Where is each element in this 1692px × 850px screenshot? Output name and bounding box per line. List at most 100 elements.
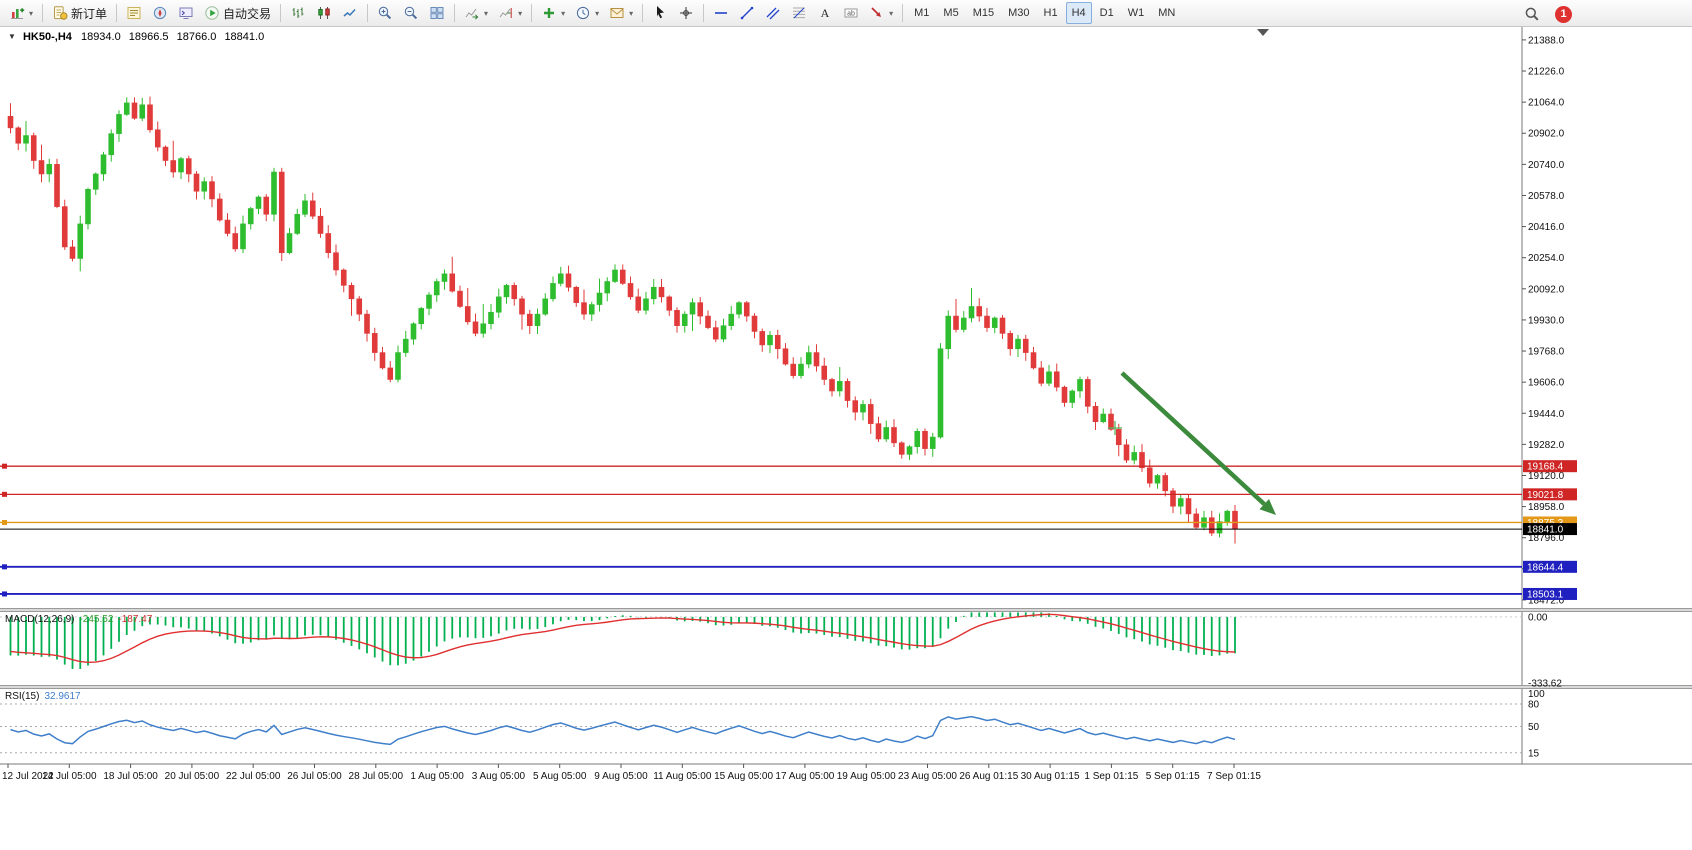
- timeframe-h4-button[interactable]: H4: [1065, 2, 1092, 24]
- zoom-in-button[interactable]: [373, 2, 397, 24]
- candle: [596, 278, 603, 312]
- candle: [751, 313, 758, 339]
- new-order-button[interactable]: 新订单: [48, 2, 111, 24]
- candle: [395, 345, 401, 383]
- chart-window[interactable]: 21388.0 21226.0 21064.0 20902.0 20740.0 20578…: [0, 27, 1692, 850]
- timeframe-h1-button[interactable]: H1: [1038, 2, 1064, 24]
- candle: [457, 285, 463, 309]
- candle: [294, 208, 301, 236]
- resistance-line-1-price-label: 19168.4: [1527, 462, 1564, 473]
- support-line-blue-1-handle[interactable]: [2, 564, 7, 570]
- auto-scroll-icon: [465, 8, 479, 20]
- candle: [1022, 334, 1029, 361]
- candle: [542, 293, 549, 316]
- bars-chart-button[interactable]: [286, 2, 310, 24]
- market-watch-button[interactable]: [122, 2, 146, 24]
- candle: [131, 97, 138, 120]
- trendline-tool-button[interactable]: [735, 2, 759, 24]
- candle: [209, 176, 215, 208]
- candle: [426, 292, 432, 316]
- price-tick-label: 20578.0: [1528, 191, 1565, 202]
- tile-windows-button[interactable]: [425, 2, 449, 24]
- candle: [937, 343, 944, 439]
- current-price-badge: [1523, 523, 1577, 536]
- new-chart-button[interactable]: ▾: [5, 2, 37, 24]
- time-axis-label: 1 Sep 01:15: [1084, 771, 1138, 782]
- chart-plus-icon: [11, 8, 25, 19]
- label-tool-button[interactable]: ab: [839, 2, 863, 24]
- caret-down-icon: ▾: [595, 8, 600, 18]
- support-line-orange-handle[interactable]: [2, 519, 7, 525]
- notifications-badge[interactable]: 1: [1555, 5, 1572, 23]
- toolbar-separator: [280, 4, 282, 22]
- timeframe-m1-button-label: M1: [914, 7, 930, 19]
- candle: [550, 276, 556, 302]
- candle: [371, 327, 378, 361]
- terminal-button[interactable]: [174, 2, 198, 24]
- timeframe-h4-button-label: H4: [1071, 7, 1086, 19]
- timeframe-m15-button[interactable]: M15: [967, 2, 1000, 24]
- one-click-trading-arrow-icon[interactable]: ▼: [8, 32, 16, 41]
- candle: [728, 305, 735, 330]
- timeframe-mn-button[interactable]: MN: [1152, 2, 1181, 24]
- candle: [247, 206, 254, 230]
- candle: [658, 279, 665, 303]
- panel-splitter[interactable]: [0, 685, 1692, 689]
- candle: [953, 298, 959, 333]
- timeframe-m30-button[interactable]: M30: [1002, 2, 1035, 24]
- periods-button[interactable]: ▾: [571, 2, 603, 24]
- candle: [836, 366, 843, 397]
- auto-scroll-button[interactable]: ▾: [460, 2, 492, 24]
- chart-shift-button[interactable]: ▾: [494, 2, 526, 24]
- crosshair-button[interactable]: [674, 2, 698, 24]
- chart-shift-marker-icon[interactable]: [1257, 29, 1269, 36]
- candle: [774, 329, 781, 359]
- toolbar-separator: [902, 4, 904, 22]
- candle: [232, 226, 239, 252]
- resistance-line-1-handle[interactable]: [2, 463, 7, 469]
- candle: [418, 306, 425, 330]
- candle: [1053, 363, 1060, 392]
- arrow-obj-icon: [871, 7, 882, 17]
- support-line-blue-2-handle[interactable]: [2, 591, 7, 597]
- price-tick-label: 20416.0: [1528, 222, 1565, 233]
- candle: [1131, 445, 1138, 465]
- timeframe-m1-button[interactable]: M1: [908, 2, 935, 24]
- hline-tool-button[interactable]: [709, 2, 733, 24]
- candles-chart-button[interactable]: [312, 2, 336, 24]
- zoom-out-button[interactable]: [399, 2, 423, 24]
- candle: [480, 303, 487, 338]
- navigator-icon: [153, 6, 167, 20]
- candle: [7, 103, 14, 134]
- candle: [100, 151, 107, 181]
- price-tick-label: 21064.0: [1528, 98, 1565, 109]
- add-indicator-button[interactable]: ▾: [537, 2, 569, 24]
- trendline-icon: [740, 6, 754, 20]
- resistance-line-1-price-badge: [1523, 460, 1577, 473]
- candle: [162, 145, 169, 167]
- panel-splitter[interactable]: [0, 608, 1692, 612]
- autotrading-button[interactable]: 自动交易: [200, 2, 275, 24]
- text-tool-button[interactable]: A: [813, 2, 837, 24]
- chart-canvas[interactable]: 21388.0 21226.0 21064.0 20902.0 20740.0 20578…: [0, 27, 1692, 850]
- toolbar-separator: [642, 4, 644, 22]
- search-button[interactable]: [1520, 3, 1544, 25]
- candle: [588, 301, 595, 322]
- bars-chart-icon: [292, 7, 304, 18]
- resistance-line-2-handle[interactable]: [2, 491, 7, 497]
- timeframe-w1-button[interactable]: W1: [1122, 2, 1151, 24]
- candle: [1092, 402, 1099, 430]
- timeframe-d1-button[interactable]: D1: [1094, 2, 1120, 24]
- timeframe-m5-button[interactable]: M5: [937, 2, 964, 24]
- navigator-button[interactable]: [148, 2, 172, 24]
- line-chart-button[interactable]: [338, 2, 362, 24]
- channel-tool-button[interactable]: [761, 2, 785, 24]
- candle: [1154, 473, 1161, 489]
- fibonacci-tool-button[interactable]: [787, 2, 811, 24]
- arrows-tool-button[interactable]: ▾: [865, 2, 897, 24]
- cursor-button[interactable]: [648, 2, 672, 24]
- candle: [891, 419, 897, 448]
- trend-arrow-annotation[interactable]: [1120, 371, 1276, 515]
- candle: [945, 310, 952, 359]
- templates-button[interactable]: ▾: [605, 2, 637, 24]
